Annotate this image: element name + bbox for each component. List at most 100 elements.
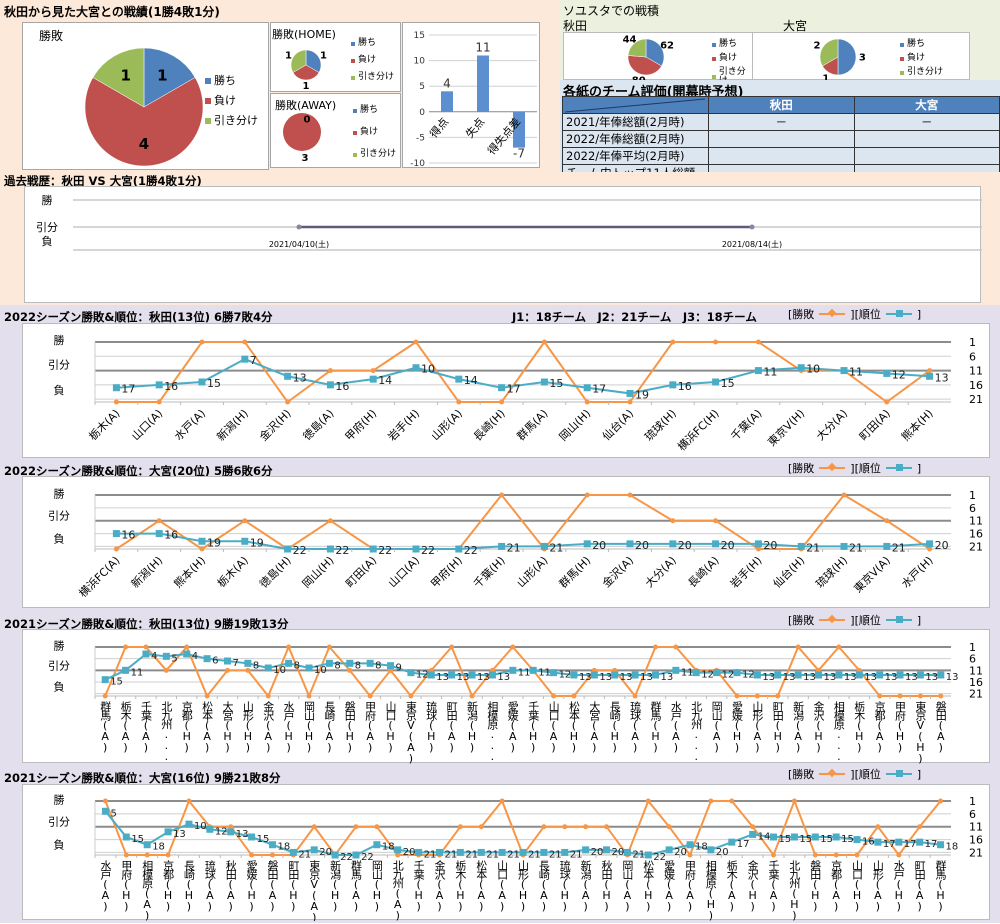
data-label: 62 bbox=[660, 40, 674, 51]
x-tick-label: 琉球(A) bbox=[203, 859, 216, 912]
x-tick-label: 岡山(A) bbox=[710, 701, 723, 753]
result-point bbox=[249, 852, 255, 858]
data-label: 0 bbox=[304, 115, 311, 126]
x-tick-label: 北九州(A) bbox=[391, 860, 404, 921]
legend-label: 勝ち bbox=[719, 39, 738, 49]
data-label: 1 bbox=[822, 74, 829, 81]
rank-label: 19 bbox=[250, 536, 264, 549]
x-tick-label: 大宮(A) bbox=[588, 700, 601, 753]
rank-label: 21 bbox=[465, 849, 478, 860]
x-tick-label: 北九州... bbox=[690, 701, 703, 761]
result-point bbox=[627, 399, 633, 405]
rank-point bbox=[707, 846, 715, 854]
rank-point bbox=[183, 650, 191, 658]
y-label: 負 bbox=[54, 681, 65, 694]
rank-label: 18 bbox=[277, 842, 290, 853]
legend-label: ] bbox=[916, 767, 922, 781]
result-point bbox=[113, 399, 119, 405]
league-info: J1：18チーム J2：21チーム J3：18チーム bbox=[512, 310, 757, 324]
rank-point bbox=[122, 666, 130, 674]
data-label: 1 bbox=[303, 81, 310, 92]
row-label: 2022/年俸総額(2月時) bbox=[562, 130, 709, 148]
rank-line bbox=[116, 532, 930, 550]
result-point bbox=[306, 693, 312, 699]
x-tick-label: 岡山(H) bbox=[370, 860, 383, 912]
rank-label: 21 bbox=[528, 849, 541, 860]
rank-tick-label: 11 bbox=[969, 821, 983, 834]
rank-label: 8 bbox=[375, 660, 381, 671]
rank-label: 17 bbox=[592, 383, 606, 396]
result-point bbox=[584, 399, 590, 405]
rank-label: 7 bbox=[250, 354, 257, 367]
rank-tick-label: 21 bbox=[969, 688, 983, 701]
rank-label: 11 bbox=[518, 667, 531, 678]
cell: － bbox=[853, 113, 1000, 131]
rank-point bbox=[203, 655, 211, 663]
legend-label: 負け bbox=[358, 55, 377, 65]
rank-point bbox=[623, 848, 631, 856]
rank-point bbox=[582, 846, 590, 854]
result-point bbox=[327, 368, 333, 374]
rank-label: 8 bbox=[294, 660, 300, 671]
pie-svg: 030 bbox=[283, 113, 321, 164]
x-tick-label: 山形(A) bbox=[429, 407, 465, 443]
rank-label: 15 bbox=[257, 834, 270, 845]
x-tick-label: 徳島(H) bbox=[256, 553, 293, 590]
rank-tick-label: 6 bbox=[969, 502, 976, 515]
rank-point bbox=[540, 378, 548, 386]
x-tick-label: 仙台(H) bbox=[770, 553, 807, 590]
rank-point bbox=[387, 662, 395, 670]
legend-label: [勝敗 bbox=[788, 768, 815, 781]
season-chart-2022-omiya: 1 6 11 16 21 勝引分負 16 横浜FC(A) 16 新潟(H) 19 熊本(H) 19 栃木(… bbox=[22, 476, 990, 608]
legend-win: 勝ち bbox=[900, 40, 943, 49]
rank-label: 12 bbox=[892, 368, 906, 381]
rank-point bbox=[284, 372, 292, 380]
rank-point bbox=[394, 846, 402, 854]
x-tick-label: 京都(A) bbox=[873, 700, 886, 753]
bar bbox=[513, 111, 525, 148]
away-pie-chart: 勝敗(AWAY) 030 勝ち 負け 引き分け bbox=[270, 93, 401, 168]
rank-point bbox=[498, 384, 506, 392]
pie-slice-draw bbox=[819, 38, 839, 67]
pie-slice-loss bbox=[627, 55, 662, 76]
swatch-icon bbox=[351, 58, 355, 63]
legend-label: 勝ち bbox=[360, 105, 379, 115]
rank-point bbox=[369, 545, 377, 553]
rank-point bbox=[840, 542, 848, 550]
pie-legend: 勝ち 負け 引き分け bbox=[351, 39, 394, 91]
x-tick-label: 水戸(A) bbox=[99, 860, 112, 912]
x-tick-label: 甲府(H) bbox=[894, 701, 907, 753]
legend-label: 引き分け bbox=[358, 72, 395, 82]
rank-label: 15 bbox=[820, 834, 833, 845]
rank-label: 21 bbox=[892, 541, 906, 554]
x-tick-label: 琉球(H) bbox=[813, 553, 850, 590]
rank-label: 8 bbox=[355, 660, 361, 671]
x-tick-label: 長崎(A) bbox=[537, 860, 550, 912]
x-tick-label: 甲府(A) bbox=[364, 701, 377, 753]
rank-label: 16 bbox=[164, 529, 178, 542]
bar bbox=[477, 55, 489, 112]
rank-tick-label: 21 bbox=[969, 846, 983, 859]
result-point bbox=[571, 693, 577, 699]
y-label: 負 bbox=[54, 384, 65, 397]
result-point bbox=[456, 399, 462, 405]
result-line-icon bbox=[819, 773, 846, 775]
pie-svg: 1 4 1 bbox=[84, 47, 204, 167]
x-tick-label: 相模原(H) bbox=[704, 860, 717, 921]
rank-label: 13 bbox=[599, 672, 612, 683]
rank-point bbox=[916, 671, 924, 679]
rank-label: 13 bbox=[293, 371, 307, 384]
legend-label: ][順位 bbox=[850, 768, 881, 781]
result-point bbox=[269, 852, 275, 858]
rank-label: 17 bbox=[507, 383, 521, 396]
x-tick-label: 甲府(A) bbox=[684, 860, 697, 912]
result-point bbox=[917, 693, 923, 699]
x-tick-label: 千葉(H) bbox=[470, 553, 507, 590]
legend-loss: 負け bbox=[900, 54, 943, 63]
y-label: 負 bbox=[54, 838, 65, 851]
x-tick-label: 山形(A) bbox=[751, 701, 764, 753]
data-label: 4 bbox=[443, 76, 451, 90]
